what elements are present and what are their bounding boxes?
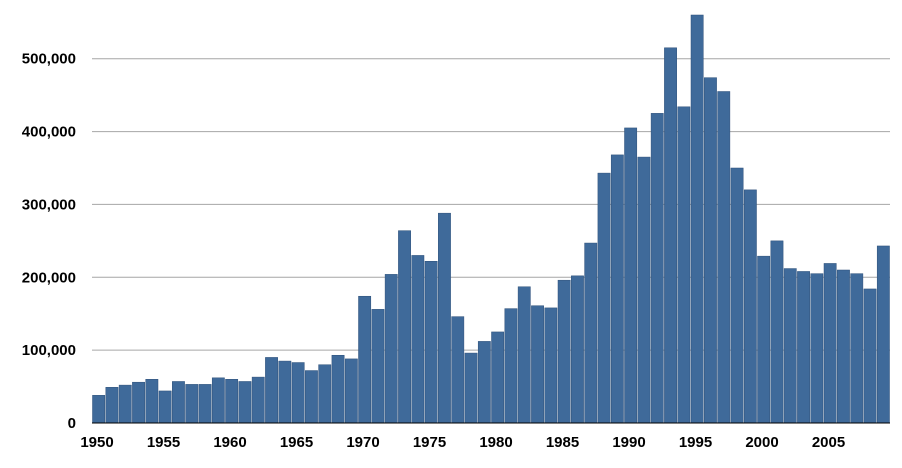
bar xyxy=(291,362,305,424)
bar xyxy=(624,127,638,424)
x-tick-label: 1995 xyxy=(679,434,712,451)
bar xyxy=(145,379,159,424)
bar xyxy=(757,255,771,424)
x-tick-labels: 1950 1955 1960 1965 1970 1975 1980 1985 1990 1995… xyxy=(80,434,845,451)
bar xyxy=(371,309,385,424)
x-tick-label: 1980 xyxy=(479,434,512,451)
bar xyxy=(132,381,145,424)
y-tick-label: 400,000 xyxy=(22,124,76,141)
bar xyxy=(730,167,744,424)
bar xyxy=(438,212,451,424)
bar xyxy=(398,230,411,424)
bar xyxy=(850,273,864,424)
bars xyxy=(92,14,890,424)
y-tick-label: 500,000 xyxy=(22,51,76,68)
bar xyxy=(185,384,199,424)
bar xyxy=(797,271,810,424)
bar xyxy=(704,77,717,424)
y-tick-labels: 0 100,000 200,000 300,000 400,000 500,000 xyxy=(22,51,76,432)
y-tick-label: 0 xyxy=(68,415,76,432)
x-tick-label: 1985 xyxy=(546,434,579,451)
bar xyxy=(597,172,611,424)
bar xyxy=(384,274,398,424)
bar xyxy=(318,364,332,424)
bar xyxy=(810,273,824,424)
bar xyxy=(451,316,465,424)
bar xyxy=(823,263,837,424)
bar xyxy=(876,245,890,424)
bar xyxy=(783,268,797,424)
bar xyxy=(664,47,677,424)
bar xyxy=(278,360,292,424)
x-tick-label: 1960 xyxy=(213,434,246,451)
bar xyxy=(225,379,239,424)
y-tick-label: 200,000 xyxy=(22,269,76,286)
x-tick-label: 1970 xyxy=(346,434,379,451)
bar xyxy=(92,395,106,424)
bar xyxy=(424,261,438,424)
bar xyxy=(677,106,691,424)
bar xyxy=(584,242,598,424)
bar xyxy=(251,376,265,424)
x-tick-label: 2000 xyxy=(745,434,778,451)
bar xyxy=(837,269,850,424)
bar xyxy=(105,387,119,424)
bar xyxy=(770,240,784,424)
bar xyxy=(198,384,212,424)
bar xyxy=(358,295,372,424)
bar xyxy=(743,189,757,424)
bar xyxy=(517,286,531,424)
bar xyxy=(411,255,425,424)
bar xyxy=(650,113,664,424)
y-tick-label: 100,000 xyxy=(22,342,76,359)
bar xyxy=(331,354,345,424)
bar xyxy=(690,14,704,424)
bar xyxy=(531,305,544,424)
bar xyxy=(491,331,505,424)
bar xyxy=(344,358,358,424)
bar xyxy=(265,357,278,424)
x-tick-label: 2005 xyxy=(812,434,845,451)
bar xyxy=(557,279,571,424)
bar xyxy=(610,154,624,424)
bar xyxy=(238,381,252,424)
x-tick-label: 1950 xyxy=(80,434,113,451)
bar xyxy=(504,308,518,424)
bar xyxy=(305,370,318,424)
bar xyxy=(158,390,172,424)
x-tick-label: 1955 xyxy=(147,434,180,451)
y-tick-label: 300,000 xyxy=(22,196,76,213)
bar xyxy=(863,288,877,424)
bar xyxy=(211,377,225,424)
bar xyxy=(637,156,651,424)
bar xyxy=(544,307,558,424)
bar xyxy=(717,91,731,424)
x-tick-label: 1975 xyxy=(413,434,446,451)
bar xyxy=(172,381,185,424)
x-tick-label: 1965 xyxy=(280,434,313,451)
bar xyxy=(464,352,478,424)
bar xyxy=(571,275,584,424)
bar xyxy=(118,384,132,424)
x-tick-label: 1990 xyxy=(612,434,645,451)
bar xyxy=(477,341,491,424)
gridlines xyxy=(92,58,890,351)
